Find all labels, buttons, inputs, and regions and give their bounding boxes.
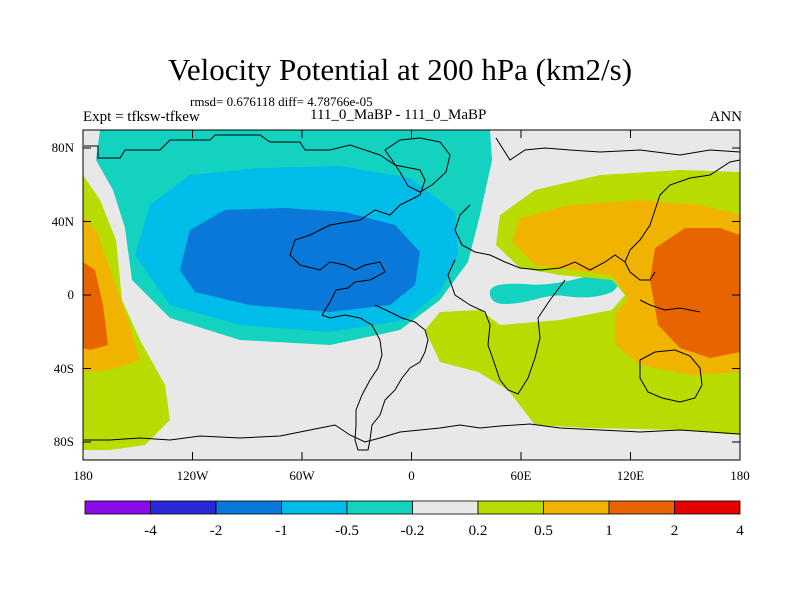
colorbar-label: 0.2 — [469, 523, 488, 539]
coastline-antarctica — [84, 423, 740, 443]
lat-label: 40N — [52, 214, 75, 229]
coastline-greenland — [384, 137, 451, 193]
coastline-europe-africa — [447, 137, 740, 395]
case-label: 111_0_MaBP - 111_0_MaBP — [310, 107, 487, 123]
colorbar-label: -2 — [210, 523, 223, 539]
coastlines — [84, 134, 740, 451]
colorbar-label: -0.5 — [335, 523, 359, 539]
lon-label: 120W — [177, 468, 210, 483]
lat-labels: 80N 40N 0 40S 80S — [52, 140, 75, 449]
coastline-asia — [559, 159, 740, 313]
coastline-north-america — [84, 134, 426, 291]
stats-text: rmsd= 0.676118 diff= 4.78766e-05 — [190, 94, 373, 109]
season-label: ANN — [709, 109, 743, 125]
coastline-australia — [639, 349, 703, 403]
lon-label: 180 — [73, 468, 93, 483]
colorbar-label: -1 — [275, 523, 288, 539]
colorbar-box — [150, 500, 217, 515]
lat-label: 80N — [52, 140, 75, 155]
lon-labels: 180 120W 60W 0 60E 120E 180 — [73, 468, 750, 483]
colorbar-box — [412, 500, 479, 515]
coastline-south-america — [321, 289, 429, 451]
lon-label: 120E — [617, 468, 645, 483]
lon-label: 60W — [289, 468, 315, 483]
negative-strong-region — [180, 208, 420, 312]
colorbar-label: 1 — [605, 523, 613, 539]
colorbar-box — [346, 500, 413, 515]
colorbar-box — [84, 500, 151, 515]
colorbar-label: 2 — [671, 523, 679, 539]
lat-label: 80S — [54, 434, 74, 449]
colorbar-box — [215, 500, 282, 515]
colorbar-label: -0.2 — [401, 523, 425, 539]
colorbar-box — [608, 500, 675, 515]
lat-tick-marks — [83, 147, 740, 443]
colorbar-box — [281, 500, 348, 515]
colorbar-box — [543, 500, 610, 515]
colorbar-box — [674, 500, 741, 515]
lat-label: 0 — [68, 287, 75, 302]
lon-label: 180 — [730, 468, 750, 483]
lon-label: 0 — [408, 468, 415, 483]
lat-label: 40S — [54, 361, 74, 376]
colorbar-label: 0.5 — [534, 523, 553, 539]
positive-weak-west-region — [83, 175, 170, 450]
lon-tick-marks — [192, 130, 631, 460]
colorbar-box — [477, 500, 544, 515]
colorbar-label: 4 — [736, 523, 744, 539]
positive-strong-west-region — [83, 262, 108, 350]
colorbar — [84, 500, 741, 515]
colorbar-label: -4 — [144, 523, 157, 539]
contour-fills — [83, 130, 740, 460]
plot-title: Velocity Potential at 200 hPa (km2/s) — [167, 52, 633, 87]
lon-label: 60E — [511, 468, 532, 483]
positive-strong-east-region — [650, 228, 740, 358]
negative-weak-tropical-region — [489, 273, 619, 304]
colorbar-labels: -4 -2 -1 -0.5 -0.2 0.2 0.5 1 2 4 — [144, 523, 744, 539]
experiment-label: Expt = tfksw-tfkew — [83, 109, 200, 125]
